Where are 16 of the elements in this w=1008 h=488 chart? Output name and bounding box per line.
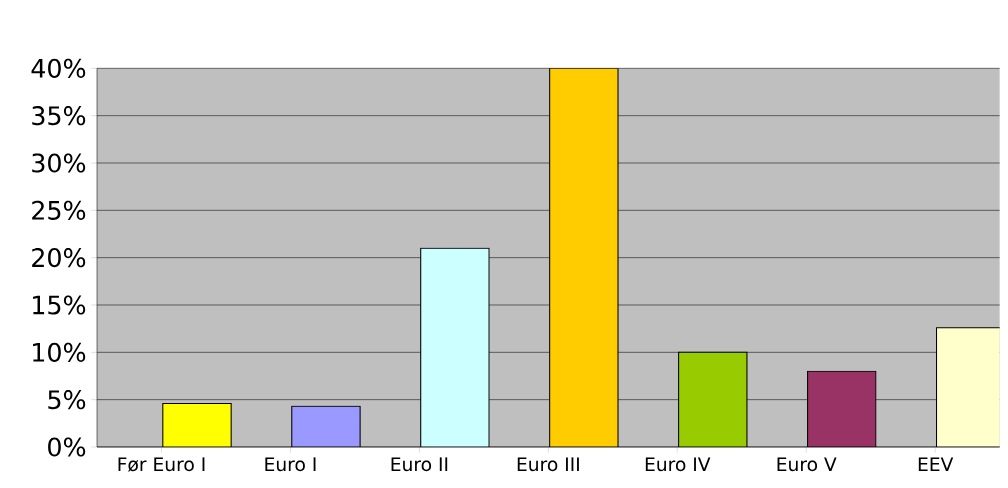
x-tick-label: EEV	[918, 457, 954, 471]
y-tick-label: 30%	[32, 153, 86, 173]
x-tick-label: Euro V	[777, 457, 837, 472]
y-tick-label: 5%	[48, 390, 86, 410]
x-tick-label: Euro I	[265, 457, 316, 472]
y-tick-label: 40%	[31, 58, 86, 78]
x-tick-label: Før Euro I	[118, 457, 205, 472]
x-tick-label: Euro IV	[645, 457, 711, 472]
x-tick-label: Euro II	[391, 457, 448, 472]
y-tick-label: 0%	[48, 437, 86, 457]
x-tick-label: Euro III	[517, 457, 579, 472]
y-tick-label: 35%	[32, 106, 86, 126]
y-tick-label: 15%	[33, 295, 86, 315]
y-tick-label: 10%	[33, 342, 86, 362]
y-tick-label: 20%	[32, 248, 86, 268]
y-tick-label: 25%	[32, 200, 86, 220]
